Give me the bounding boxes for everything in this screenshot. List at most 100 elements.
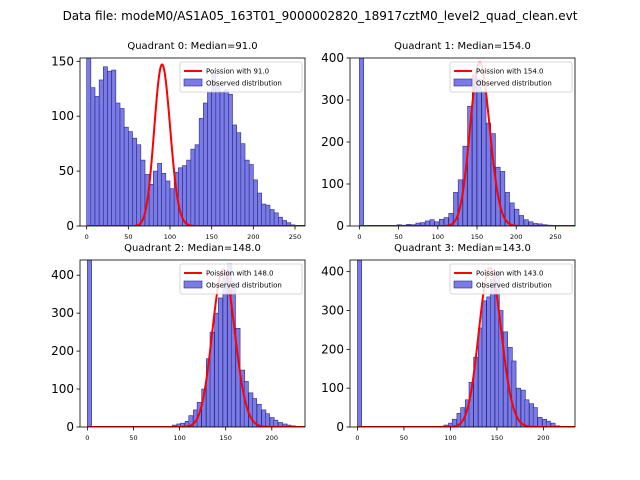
legend-poisson-label: Poission with 148.0 xyxy=(206,270,274,278)
histogram-bar xyxy=(218,297,223,427)
histogram-bar xyxy=(490,279,495,427)
legend: Poission with 148.0 Observed distribution xyxy=(179,263,303,295)
y-tick-label: 100 xyxy=(51,382,74,396)
histogram-bar xyxy=(90,87,96,226)
histogram-bar xyxy=(182,165,187,226)
legend-observed-swatch xyxy=(183,280,203,289)
histogram-bar xyxy=(498,310,504,427)
legend-observed-swatch xyxy=(453,78,473,87)
histogram-bar xyxy=(107,70,112,226)
y-tick-label: 150 xyxy=(51,54,74,68)
histogram-bar xyxy=(86,58,92,226)
legend: Poission with 154.0 Observed distribution xyxy=(449,61,573,93)
histogram-bar xyxy=(148,183,154,226)
legend-observed-swatch xyxy=(453,280,473,289)
histogram-bar xyxy=(165,180,171,226)
x-tick-label: 250 xyxy=(289,233,301,241)
histogram-bar xyxy=(528,221,534,226)
x-tick-label: 200 xyxy=(247,233,259,241)
histogram-bar xyxy=(203,102,208,226)
quadrant-1-title: Quadrant 1: Median=154.0 xyxy=(394,41,531,52)
histogram-bar xyxy=(524,399,530,427)
legend-box xyxy=(449,263,573,295)
y-tick-label: 200 xyxy=(321,135,344,149)
legend: Poission with 91.0 Observed distribution xyxy=(179,61,303,93)
x-tick-label: 0 xyxy=(357,233,361,241)
legend-observed-label: Observed distribution xyxy=(206,282,282,290)
histogram-bar xyxy=(115,102,121,226)
histogram-bar xyxy=(481,300,487,427)
histogram-bar xyxy=(98,79,104,226)
y-tick-label: 0 xyxy=(336,219,344,233)
histogram-bar xyxy=(228,93,233,226)
histogram-bar xyxy=(94,96,100,226)
histogram-bar xyxy=(273,212,279,226)
quadrant-1-panel: Quadrant 1: Median=154.0 0 50 100 150 200 250 0… xyxy=(321,41,576,241)
histogram-bar xyxy=(443,217,449,226)
x-tick-label: 250 xyxy=(549,233,561,241)
histogram-bar xyxy=(136,144,142,226)
x-tick-label: 150 xyxy=(471,233,483,241)
histogram-bar xyxy=(278,216,283,226)
histogram-bar xyxy=(194,144,200,226)
x-tick-label: 0 xyxy=(85,434,89,442)
quadrant-0-plot-area xyxy=(86,58,305,226)
x-tick-label: 100 xyxy=(173,434,185,442)
quadrant-2-title: Quadrant 2: Median=148.0 xyxy=(124,243,261,254)
x-tick-label: 0 xyxy=(355,434,359,442)
histogram-bar xyxy=(87,260,92,427)
legend-box xyxy=(449,61,573,93)
x-tick-label: 200 xyxy=(537,434,549,442)
histogram-bar xyxy=(248,164,254,226)
legend-poisson-label: Poission with 143.0 xyxy=(476,270,544,278)
y-tick-label: 0 xyxy=(66,420,74,434)
x-tick-label: 150 xyxy=(219,434,231,442)
histogram-bar xyxy=(509,202,515,226)
histogram-bar xyxy=(198,118,204,226)
histogram-bar xyxy=(286,222,292,226)
figure-suptitle: Data file: modeM0/AS1A05_163T01_90000028… xyxy=(63,9,578,23)
legend-box xyxy=(179,263,303,295)
y-tick-label: 400 xyxy=(321,265,344,279)
y-tick-label: 100 xyxy=(321,177,344,191)
histogram-bar xyxy=(273,419,279,427)
histogram-bar xyxy=(123,126,129,226)
histogram-bar xyxy=(211,71,217,226)
y-tick-label: 50 xyxy=(59,164,74,178)
histogram-bar xyxy=(519,215,524,226)
quadrant-3-title: Quadrant 3: Median=143.0 xyxy=(394,243,531,254)
x-tick-label: 150 xyxy=(491,434,503,442)
legend-box xyxy=(179,61,303,93)
histogram-bar xyxy=(223,89,229,226)
y-tick-label: 100 xyxy=(321,381,344,395)
histogram-bar xyxy=(467,106,473,226)
histogram-bar xyxy=(434,221,440,226)
histogram-bar xyxy=(111,69,117,226)
histogram-bar xyxy=(481,91,487,226)
histogram-bar xyxy=(161,172,167,226)
x-tick-label: 200 xyxy=(510,233,522,241)
x-tick-label: 100 xyxy=(164,233,176,241)
histogram-bar xyxy=(190,148,196,226)
histogram-bar xyxy=(128,131,133,226)
legend-observed-label: Observed distribution xyxy=(206,80,282,88)
quadrant-3-panel: Quadrant 3: Median=143.0 0 50 100 150 200 0 100… xyxy=(321,243,576,442)
legend-observed-label: Observed distribution xyxy=(476,80,552,88)
legend-poisson-label: Poission with 91.0 xyxy=(206,68,269,76)
x-tick-label: 100 xyxy=(444,434,456,442)
histogram-bar xyxy=(153,170,158,226)
x-tick-label: 200 xyxy=(266,434,278,442)
y-tick-label: 0 xyxy=(336,420,344,434)
axes-frame xyxy=(79,259,306,428)
histogram-bar xyxy=(257,192,262,226)
histogram-bar xyxy=(277,422,283,427)
x-tick-label: 150 xyxy=(205,233,217,241)
axes-frame xyxy=(349,259,576,428)
quadrant-0-panel: Quadrant 0: Median=91.0 0 50 100 150 200 250 0 5… xyxy=(51,41,306,241)
x-tick-label: 100 xyxy=(432,233,444,241)
histogram-bar xyxy=(532,407,538,427)
histogram-bar xyxy=(180,422,186,427)
histogram-bar xyxy=(265,204,271,226)
histogram-bar xyxy=(232,124,237,226)
